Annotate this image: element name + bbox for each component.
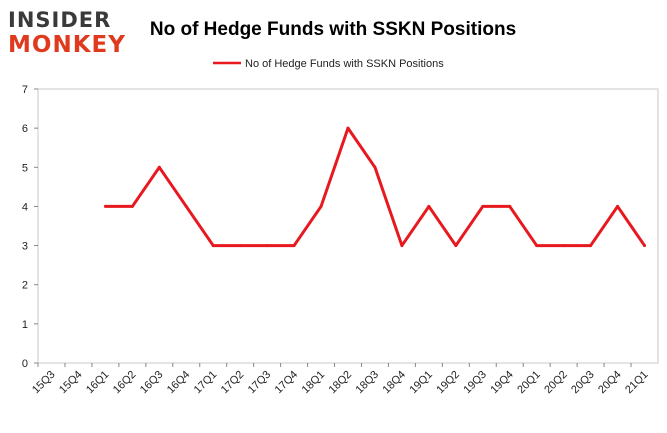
y-tick-label: 3 [22, 241, 28, 253]
x-tick-label: 18Q4 [381, 369, 409, 397]
data-point [238, 244, 242, 248]
data-point [373, 165, 377, 169]
series-line-0 [105, 126, 646, 248]
data-point [508, 204, 512, 208]
x-tick-label: 20Q4 [596, 369, 624, 397]
y-tick-label: 5 [22, 162, 28, 174]
x-tick-label: 16Q4 [165, 369, 193, 397]
x-axis: 15Q3 15Q4 16Q1 16Q2 16Q3 16Q4 17Q1 17Q2 17Q3 17Q4… [30, 363, 651, 396]
data-point [427, 204, 431, 208]
x-tick-label: 18Q2 [327, 369, 355, 397]
data-point [535, 244, 539, 248]
y-tick-label: 4 [22, 201, 28, 213]
y-axis: 0 1 2 3 4 5 6 7 [22, 84, 38, 370]
x-tick-label: 17Q2 [219, 369, 247, 397]
x-tick-label: 19Q4 [488, 369, 516, 397]
data-point [481, 204, 485, 208]
series-layer [103, 126, 647, 248]
x-tick-label: 19Q1 [407, 369, 435, 397]
legend-label: No of Hedge Funds with SSKN Positions [245, 58, 444, 70]
data-point [616, 204, 620, 208]
data-point [184, 204, 188, 208]
data-point [211, 244, 215, 248]
x-tick-label: 15Q3 [30, 369, 58, 397]
logo-top-text: INSIDER [8, 8, 111, 32]
data-point [130, 204, 134, 208]
data-point [157, 165, 161, 169]
logo-bottom-text: MONKEY [8, 32, 126, 58]
data-point [643, 244, 647, 248]
x-tick-label: 16Q1 [84, 369, 112, 397]
y-tick-label: 6 [22, 123, 28, 135]
y-tick-label: 0 [22, 358, 28, 370]
y-tick-label: 1 [22, 319, 28, 331]
plot-area-frame [37, 88, 659, 364]
x-tick-label: 17Q3 [246, 369, 274, 397]
y-tick-label: 7 [22, 84, 28, 96]
data-point [589, 244, 593, 248]
x-tick-label: 20Q2 [542, 369, 570, 397]
data-point [346, 126, 350, 130]
x-tick-label: 21Q1 [623, 369, 651, 397]
x-tick-label: 19Q2 [434, 369, 462, 397]
data-point [103, 204, 107, 208]
legend: No of Hedge Funds with SSKN Positions [213, 58, 444, 70]
x-tick-label: 20Q3 [569, 369, 597, 397]
chart-title: No of Hedge Funds with SSKN Positions [150, 19, 516, 40]
x-tick-label: 17Q1 [192, 369, 220, 397]
x-tick-label: 16Q2 [111, 369, 139, 397]
x-tick-label: 16Q3 [138, 369, 166, 397]
x-tick-label: 17Q4 [273, 369, 301, 397]
x-tick-label: 20Q1 [515, 369, 543, 397]
data-point [400, 244, 404, 248]
y-tick-label: 2 [22, 280, 28, 292]
data-point [319, 204, 323, 208]
insider-monkey-logo: INSIDER MONKEY [8, 8, 126, 58]
x-tick-label: 18Q3 [354, 369, 382, 397]
x-tick-label: 19Q3 [461, 369, 489, 397]
data-point [265, 244, 269, 248]
x-tick-label: 15Q4 [57, 369, 85, 397]
data-point [292, 244, 296, 248]
data-point [454, 244, 458, 248]
x-tick-label: 18Q1 [300, 369, 328, 397]
data-point [562, 244, 566, 248]
